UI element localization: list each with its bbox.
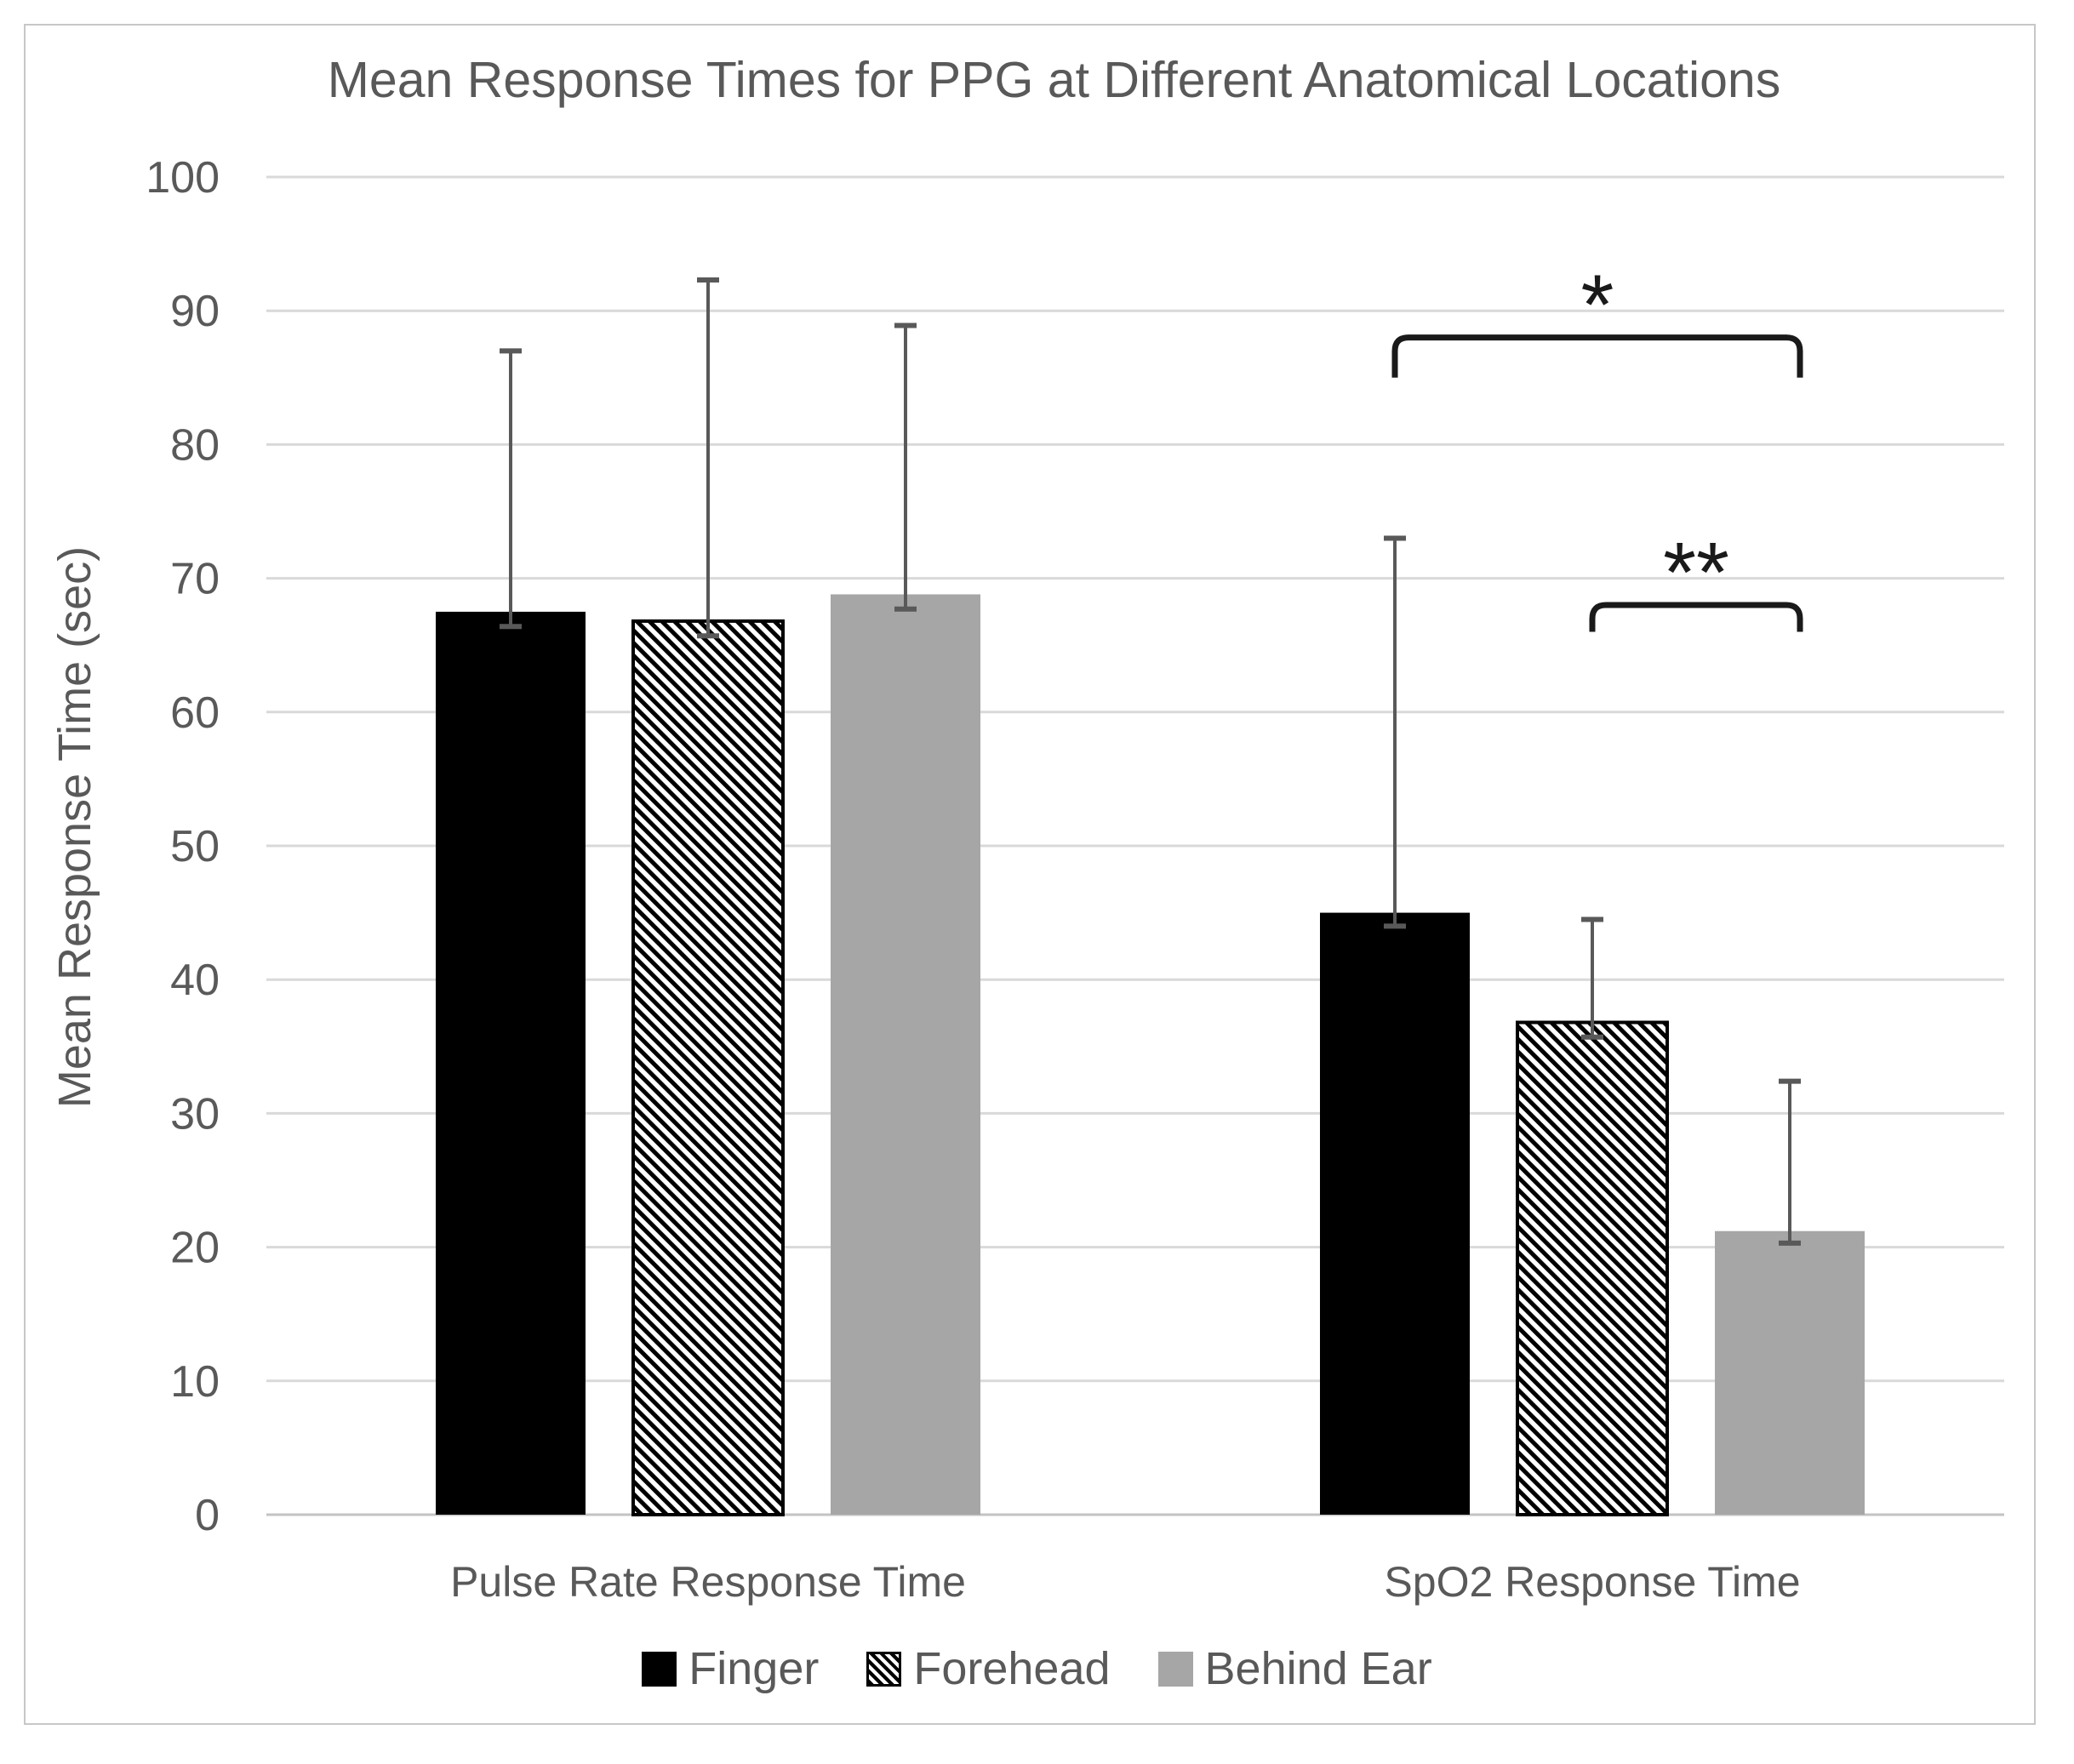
y-tick-label-0: 0 bbox=[195, 1491, 220, 1540]
y-tick-label-100: 100 bbox=[146, 153, 220, 203]
bar-forehead-cat0 bbox=[631, 619, 785, 1516]
category-label-pulse-rate: Pulse Rate Response Time bbox=[450, 1558, 966, 1606]
legend-swatch-forehead bbox=[866, 1651, 902, 1687]
legend-swatch-finger bbox=[642, 1651, 677, 1687]
bar-finger-cat0 bbox=[436, 611, 586, 1515]
y-tick-label-20: 20 bbox=[170, 1224, 220, 1273]
significance-bracket-2 bbox=[1589, 602, 1803, 632]
bar-finger-cat1 bbox=[1320, 912, 1470, 1515]
y-tick-label-60: 60 bbox=[170, 688, 220, 738]
y-tick-label-70: 70 bbox=[170, 555, 220, 604]
legend-item-behind-ear: Behind Ear bbox=[1157, 1642, 1432, 1695]
y-tick-label-90: 90 bbox=[170, 287, 220, 336]
bar-behind-ear-cat1 bbox=[1715, 1230, 1865, 1515]
y-axis-title: Mean Response Time (sec) bbox=[49, 545, 100, 1109]
y-tick-label-40: 40 bbox=[170, 956, 220, 1005]
significance-bracket-1 bbox=[1391, 334, 1803, 378]
error-bars bbox=[500, 277, 1801, 1246]
chart-frame bbox=[24, 24, 2036, 1725]
y-tick-label-80: 80 bbox=[170, 420, 220, 470]
legend-swatch-behind-ear bbox=[1157, 1651, 1193, 1687]
chart-title: Mean Response Times for PPG at Different… bbox=[327, 52, 1781, 108]
bar-behind-ear-cat0 bbox=[831, 594, 980, 1515]
bars bbox=[436, 594, 1865, 1516]
bar-forehead-cat1 bbox=[1516, 1020, 1669, 1516]
y-tick-label-50: 50 bbox=[170, 822, 220, 871]
legend: Finger Forehead Behind Ear bbox=[0, 1642, 2074, 1695]
category-label-spo2: SpO2 Response Time bbox=[1384, 1558, 1801, 1606]
y-tick-labels: 0 10 20 30 40 50 60 70 80 90 100 bbox=[146, 153, 220, 1540]
legend-label-finger: Finger bbox=[688, 1643, 820, 1694]
y-tick-label-10: 10 bbox=[170, 1357, 220, 1407]
legend-label-forehead: Forehead bbox=[913, 1643, 1111, 1694]
significance-label-2star: ** bbox=[1663, 525, 1729, 620]
y-tick-label-30: 30 bbox=[170, 1089, 220, 1139]
significance-brackets: *** bbox=[1391, 258, 1803, 632]
legend-item-forehead: Forehead bbox=[866, 1642, 1111, 1695]
legend-label-behind-ear: Behind Ear bbox=[1204, 1643, 1432, 1694]
legend-item-finger: Finger bbox=[642, 1642, 819, 1695]
significance-label-1star: * bbox=[1581, 258, 1614, 353]
